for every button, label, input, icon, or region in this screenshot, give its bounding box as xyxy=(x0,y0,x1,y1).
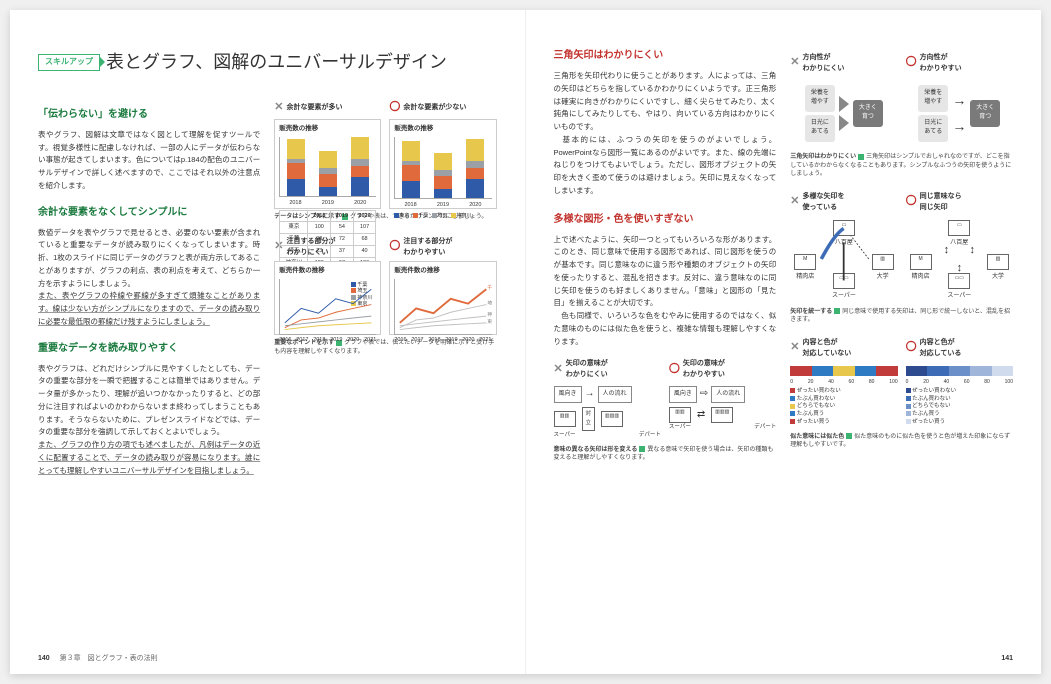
cmpD-good: 〇内容と色が 対応している 020406080100 ぜったい買わない たぶん買… xyxy=(906,337,1013,429)
chart-good-2: 販売件数の推移 千葉埼玉神奈川東京 2016201720182019202020… xyxy=(389,261,496,335)
svg-text:神奈川: 神奈川 xyxy=(488,311,492,318)
section-1-body: 表やグラフ、図解は文章ではなく図として理解を促すツールです。視覚多様性に配慮しな… xyxy=(38,129,260,193)
o-icon: 〇 xyxy=(389,99,400,117)
colorbar-good: 020406080100 ぜったい買わない たぶん買わない どちらでもない たぶ… xyxy=(906,362,1013,428)
x-icon: ✕ xyxy=(790,54,799,72)
x-icon: ✕ xyxy=(790,193,799,211)
cmp2-good: 〇注目する部分が わかりやすい 販売件数の推移 千葉埼玉神奈川東京 201620… xyxy=(389,236,496,335)
right-columns: 三角矢印はわかりにくい 三角形を矢印代わりに使うことがあります。人によっては、三… xyxy=(554,48,1014,462)
svg-text:東京: 東京 xyxy=(488,317,492,324)
x-icon: ✕ xyxy=(274,99,283,117)
section-1-heading: 「伝わらない」を避ける xyxy=(38,107,260,123)
building-icon: ▥▥ xyxy=(554,411,576,427)
o-icon: 〇 xyxy=(389,238,400,256)
comparison-a: ✕方向性が わかりにくい 栄養を 増やす 日光に あてる 大きく 育つ 〇方向性… xyxy=(790,52,1013,149)
cmpC-good: 〇矢印の意味が わかりやすい 風向き ⇨ 人の流れ ▥▥ ⇄ ▥▥▥ xyxy=(669,358,776,441)
arrow-icon: → xyxy=(952,89,966,111)
section-2-body-2: また、表やグラフの枠線や罫線が多すぎて煩雑なことがあります。線は少ない方がシンプ… xyxy=(38,290,260,328)
right-figure-col: ✕方向性が わかりにくい 栄養を 増やす 日光に あてる 大きく 育つ 〇方向性… xyxy=(790,48,1013,462)
building-icon: ▥▥▥ xyxy=(711,407,733,423)
caption-a: 三角矢印はわかりにくい三角矢印はシンプルでおしゃれなのですが、どこを指しているか… xyxy=(790,153,1013,178)
section-3-body-2: また、グラフの作り方の項でも述べましたが、凡例はデータの近くに配置することで、デ… xyxy=(38,439,260,477)
title-text: 表とグラフ、図解のユニバーサルデザイン xyxy=(106,48,447,77)
comparison-1: ✕余計な要素が多い 販売数の推移 201820192020 2018201920… xyxy=(274,99,496,210)
triangle-icon xyxy=(839,96,849,112)
svg-text:千葉: 千葉 xyxy=(488,284,492,291)
page-spread: スキルアップ 表とグラフ、図解のユニバーサルデザイン 「伝わらない」を避ける 表… xyxy=(10,10,1041,674)
caption-d: 似た意味には似た色似た意味のものに似た色を使うと色が増えた印象にならず理解もしや… xyxy=(790,433,1013,450)
left-page: スキルアップ 表とグラフ、図解のユニバーサルデザイン 「伝わらない」を避ける 表… xyxy=(10,10,526,674)
cmpB-good: 〇同じ意味なら 同じ矢印 ▭八百屋 M精肉店 ▥大学 ▭▭スーパー ↕ ↕ ↕ xyxy=(906,191,1013,304)
section-3-heading: 重要なデータを読み取りやすく xyxy=(38,341,260,357)
building-icon: ▥▥▥ xyxy=(601,411,623,427)
main-title: スキルアップ 表とグラフ、図解のユニバーサルデザイン xyxy=(38,48,497,77)
section-2-heading: 余計な要素をなくしてシンプルに xyxy=(38,205,260,221)
icons-bad: ▭八百屋 M精肉店 ▥大学 ▭▭スーパー xyxy=(790,216,897,304)
comparison-d: ✕内容と色が 対応していない 020406080100 ぜったい買わない たぶん… xyxy=(790,337,1013,429)
icons-good: ▭八百屋 M精肉店 ▥大学 ▭▭スーパー ↕ ↕ ↕ xyxy=(906,216,1013,304)
shop-icon: M xyxy=(910,254,932,270)
x-icon: ✕ xyxy=(790,339,799,357)
o-icon: 〇 xyxy=(906,54,917,72)
mixed-arrows-icon xyxy=(790,216,897,295)
right-text-col: 三角矢印はわかりにくい 三角形を矢印代わりに使うことがあります。人によっては、三… xyxy=(554,48,777,462)
caption-b: 矢印を統一する同じ意味で使用する矢印は、同じ形で統一しないと、混乱を招きます。 xyxy=(790,308,1013,325)
cmpB-bad: ✕多様な矢印を 使っている ▭八百屋 M精肉店 ▥大学 ▭▭スーパー xyxy=(790,191,897,304)
chart-bad-2: 販売件数の推移 千葉 埼玉 神奈川 東京 2016201720182019202… xyxy=(274,261,381,335)
skill-up-badge: スキルアップ xyxy=(38,54,100,71)
left-figure-col: ✕余計な要素が多い 販売数の推移 201820192020 2018201920… xyxy=(274,95,496,478)
section-3-body-1: 表やグラフは、どれだけシンプルに見やすくしたとしても、データの重要な部分を一瞬で… xyxy=(38,363,260,440)
left-columns: 「伝わらない」を避ける 表やグラフ、図解は文章ではなく図として理解を促すツールで… xyxy=(38,95,497,478)
cmpC-bad: ✕矢印の意味が わかりにくい 風向き → 人の流れ ▥▥ 対 立 ▥▥▥ xyxy=(554,358,661,441)
arrow-good: 栄養を 増やす 日光に あてる →→ 大きく 育つ xyxy=(906,77,1013,149)
flow-good: 風向き ⇨ 人の流れ ▥▥ ⇄ ▥▥▥ スーパーデパート xyxy=(669,384,776,434)
footer-right: 141 xyxy=(1001,653,1013,664)
r1-body: 三角形を矢印代わりに使うことがあります。人によっては、三角の矢印はどちらを指して… xyxy=(554,70,777,198)
cmp1-bad: ✕余計な要素が多い 販売数の推移 201820192020 2018201920… xyxy=(274,99,381,210)
caption-c: 意味の異なる矢印は形を変える異なる意味で矢印を使う場合は、矢印の種類も変えると理… xyxy=(554,446,777,463)
shop-icon: ▥ xyxy=(987,254,1009,270)
triangle-icon xyxy=(839,115,849,131)
right-page: 三角矢印はわかりにくい 三角形を矢印代わりに使うことがあります。人によっては、三… xyxy=(526,10,1042,674)
section-2-body-1: 数値データを表やグラフで見せるとき、必要のない要素が含まれていると重要なデータが… xyxy=(38,227,260,291)
o-icon: 〇 xyxy=(669,361,680,379)
building-icon: ▥▥ xyxy=(669,407,691,423)
arrow-icon: → xyxy=(952,115,966,137)
chart-bad-1: 販売数の推移 201820192020 201820192020東京100541… xyxy=(274,119,381,209)
cmp1-good: 〇余計な要素が少ない 販売数の推移 201820192020 東京千葉埼玉神奈川 xyxy=(389,99,496,210)
footer-left: 140 第３章 図とグラフ・表の法則 xyxy=(38,653,158,664)
r1-heading: 三角矢印はわかりにくい xyxy=(554,48,777,64)
o-icon: 〇 xyxy=(906,193,917,211)
o-icon: 〇 xyxy=(906,339,917,357)
shop-icon: ▭ xyxy=(948,220,970,236)
svg-text:埼玉: 埼玉 xyxy=(488,299,492,306)
x-icon: ✕ xyxy=(554,361,563,379)
comparison-c: ✕矢印の意味が わかりにくい 風向き → 人の流れ ▥▥ 対 立 ▥▥▥ xyxy=(554,358,777,441)
flow-bad: 風向き → 人の流れ ▥▥ 対 立 ▥▥▥ スーパーデパート xyxy=(554,384,661,442)
r2-body: 上で述べたように、矢印一つとってもいろいろな形があります。このとき、同じ意味で使… xyxy=(554,234,777,349)
arrow-bad: 栄養を 増やす 日光に あてる 大きく 育つ xyxy=(790,77,897,149)
colorbar-bad: 020406080100 ぜったい買わない たぶん買わない どちらでもない たぶ… xyxy=(790,362,897,428)
cmpA-bad: ✕方向性が わかりにくい 栄養を 増やす 日光に あてる 大きく 育つ xyxy=(790,52,897,149)
cmpD-bad: ✕内容と色が 対応していない 020406080100 ぜったい買わない たぶん… xyxy=(790,337,897,429)
left-text-col: 「伝わらない」を避ける 表やグラフ、図解は文章ではなく図として理解を促すツールで… xyxy=(38,95,260,478)
r2-heading: 多様な図形・色を使いすぎない xyxy=(554,212,777,228)
comparison-b: ✕多様な矢印を 使っている ▭八百屋 M精肉店 ▥大学 ▭▭スーパー xyxy=(790,191,1013,304)
chart-good-1: 販売数の推移 201820192020 東京千葉埼玉神奈川 xyxy=(389,119,496,209)
cmpA-good: 〇方向性が わかりやすい 栄養を 増やす 日光に あてる →→ 大きく 育つ xyxy=(906,52,1013,149)
